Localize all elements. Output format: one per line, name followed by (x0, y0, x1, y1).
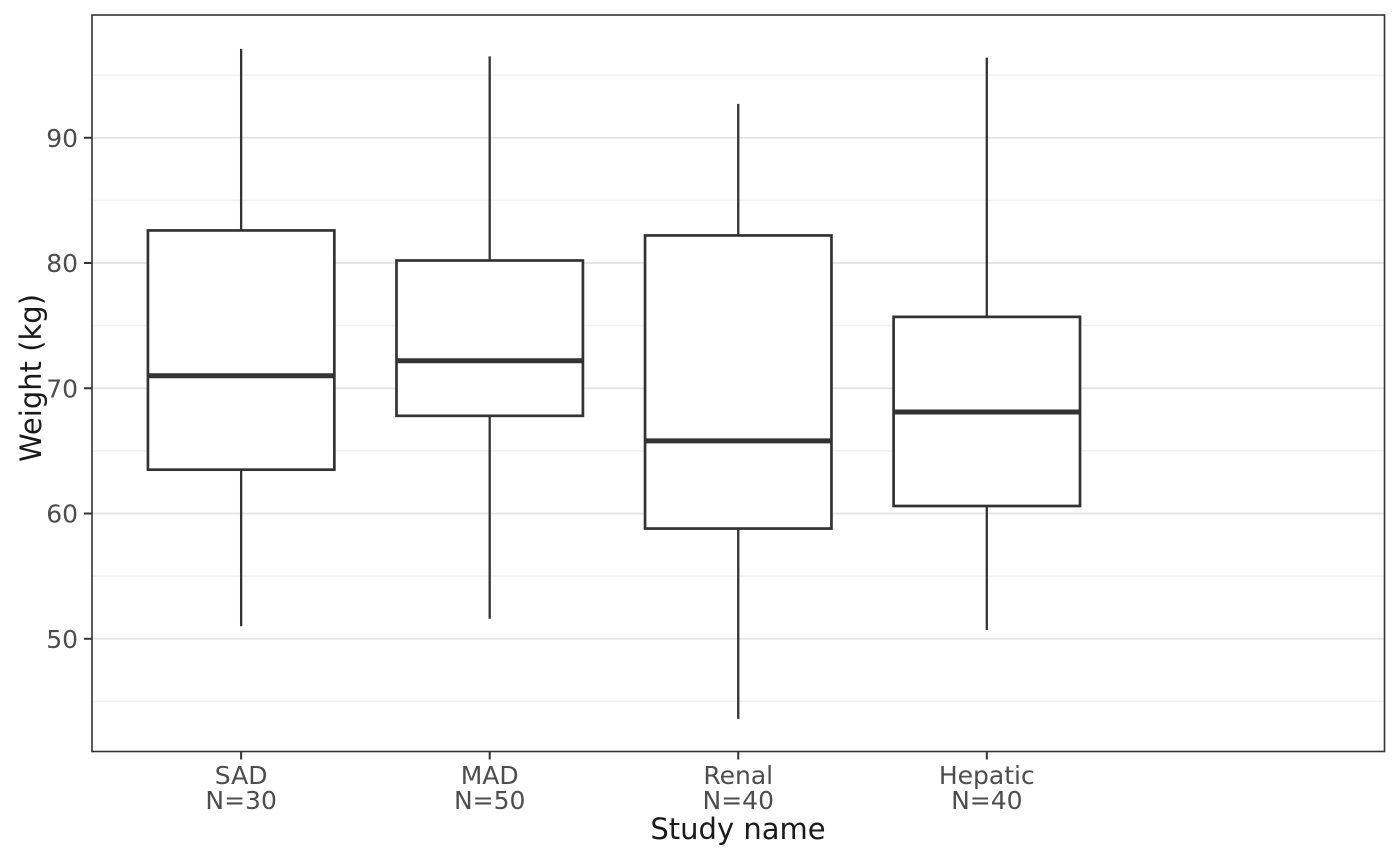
y-tick-label: 80 (46, 249, 78, 278)
y-tick-label: 70 (46, 374, 78, 403)
box-renal (643, 234, 833, 530)
x-tick-label-sad: SAD N=30 (205, 761, 276, 815)
y-tick-label: 50 (46, 625, 78, 654)
x-tick-label-hepatic: Hepatic N=40 (939, 761, 1035, 815)
box-mad (395, 259, 585, 418)
x-tick-label-renal: Renal N=40 (703, 761, 774, 815)
x-tick-label-mad: MAD N=50 (454, 761, 525, 815)
y-tick-label: 90 (46, 124, 78, 153)
box-sad (146, 229, 336, 472)
y-tick-label: 60 (46, 500, 78, 529)
